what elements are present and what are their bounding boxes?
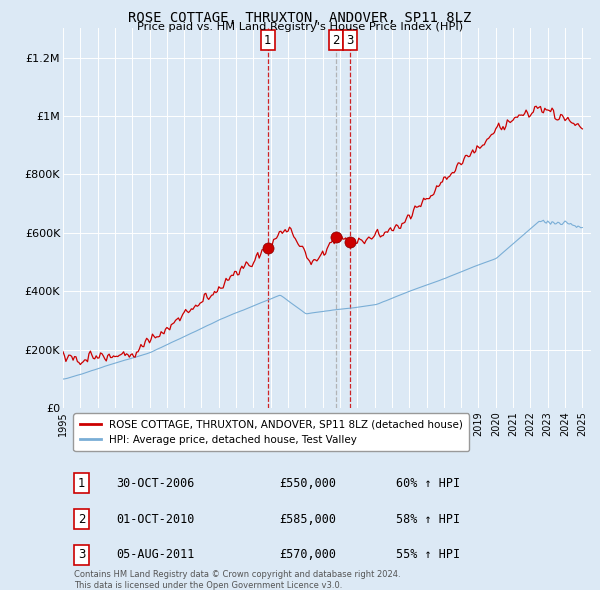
Text: 30-OCT-2006: 30-OCT-2006 <box>116 477 194 490</box>
Text: 1: 1 <box>264 34 272 47</box>
Text: 3: 3 <box>78 548 85 561</box>
Text: ROSE COTTAGE, THRUXTON, ANDOVER, SP11 8LZ: ROSE COTTAGE, THRUXTON, ANDOVER, SP11 8L… <box>128 11 472 25</box>
Text: £550,000: £550,000 <box>280 477 337 490</box>
Text: £585,000: £585,000 <box>280 513 337 526</box>
Text: 60% ↑ HPI: 60% ↑ HPI <box>395 477 460 490</box>
Text: 2: 2 <box>78 513 85 526</box>
Text: 05-AUG-2011: 05-AUG-2011 <box>116 548 194 561</box>
Text: 55% ↑ HPI: 55% ↑ HPI <box>395 548 460 561</box>
Text: 01-OCT-2010: 01-OCT-2010 <box>116 513 194 526</box>
Text: 58% ↑ HPI: 58% ↑ HPI <box>395 513 460 526</box>
Text: 2: 2 <box>332 34 340 47</box>
Text: 1: 1 <box>78 477 85 490</box>
Text: Contains HM Land Registry data © Crown copyright and database right 2024.: Contains HM Land Registry data © Crown c… <box>74 570 400 579</box>
Text: This data is licensed under the Open Government Licence v3.0.: This data is licensed under the Open Gov… <box>74 581 342 590</box>
Legend: ROSE COTTAGE, THRUXTON, ANDOVER, SP11 8LZ (detached house), HPI: Average price, : ROSE COTTAGE, THRUXTON, ANDOVER, SP11 8L… <box>73 414 469 451</box>
Text: 3: 3 <box>346 34 354 47</box>
Text: Price paid vs. HM Land Registry's House Price Index (HPI): Price paid vs. HM Land Registry's House … <box>137 22 463 32</box>
Text: £570,000: £570,000 <box>280 548 337 561</box>
